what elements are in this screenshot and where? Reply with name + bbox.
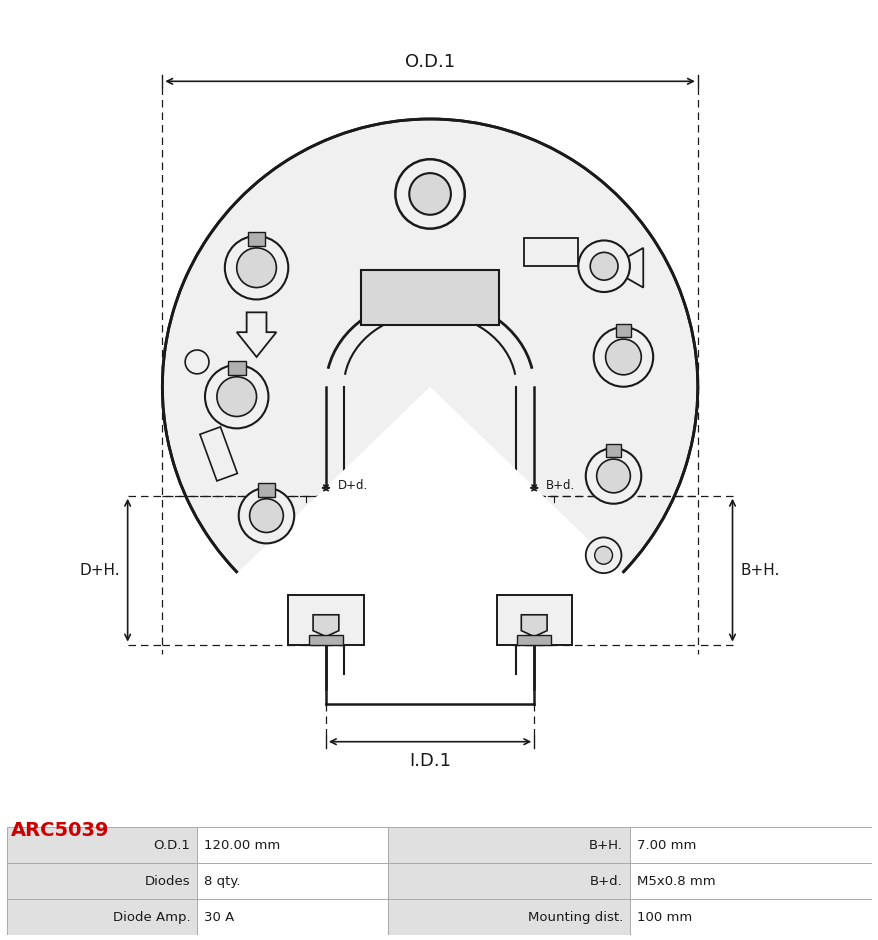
Text: M5x0.8 mm: M5x0.8 mm xyxy=(636,875,715,887)
Text: Diodes: Diodes xyxy=(145,875,191,887)
Text: B+d.: B+d. xyxy=(545,479,575,493)
Bar xyxy=(629,900,871,935)
Text: D+H.: D+H. xyxy=(79,563,119,578)
Bar xyxy=(387,827,629,863)
Text: D+d.: D+d. xyxy=(337,479,368,493)
Bar xyxy=(615,324,630,337)
Circle shape xyxy=(409,173,450,214)
Circle shape xyxy=(236,248,276,288)
Text: ARC5039: ARC5039 xyxy=(11,821,109,839)
Bar xyxy=(517,634,551,645)
Text: O.D.1: O.D.1 xyxy=(405,54,455,71)
Circle shape xyxy=(585,538,621,573)
Circle shape xyxy=(593,327,652,386)
Text: 100 mm: 100 mm xyxy=(636,911,691,924)
Circle shape xyxy=(596,459,630,493)
Text: B+H.: B+H. xyxy=(739,563,779,578)
Circle shape xyxy=(217,377,256,416)
Wedge shape xyxy=(234,386,625,659)
Bar xyxy=(288,595,363,645)
Circle shape xyxy=(585,448,641,504)
Text: 120.00 mm: 120.00 mm xyxy=(204,838,280,852)
Polygon shape xyxy=(608,248,643,288)
Polygon shape xyxy=(521,615,546,636)
Circle shape xyxy=(395,159,464,228)
Circle shape xyxy=(589,252,617,280)
Bar xyxy=(360,271,499,325)
Bar xyxy=(197,827,387,863)
Bar xyxy=(197,863,387,900)
Bar xyxy=(257,483,275,496)
Text: B+H.: B+H. xyxy=(588,838,623,852)
Text: I.D.1: I.D.1 xyxy=(408,752,450,770)
Bar xyxy=(496,595,572,645)
Bar xyxy=(197,900,387,935)
Circle shape xyxy=(162,119,697,654)
Bar xyxy=(309,634,342,645)
Circle shape xyxy=(594,546,612,564)
Bar xyxy=(629,827,871,863)
Circle shape xyxy=(249,499,283,532)
Bar xyxy=(605,445,621,457)
Bar xyxy=(248,232,265,246)
Bar xyxy=(7,900,197,935)
Bar xyxy=(523,239,578,266)
Bar xyxy=(387,863,629,900)
Text: 8 qty.: 8 qty. xyxy=(204,875,241,887)
Circle shape xyxy=(605,339,641,375)
Bar xyxy=(629,863,871,900)
Text: O.D.1: O.D.1 xyxy=(154,838,191,852)
Text: 7.00 mm: 7.00 mm xyxy=(636,838,695,852)
Bar xyxy=(227,361,245,375)
Polygon shape xyxy=(236,312,276,357)
Circle shape xyxy=(239,488,294,543)
Text: Mounting dist.: Mounting dist. xyxy=(527,911,623,924)
Bar xyxy=(7,863,197,900)
Circle shape xyxy=(205,365,268,429)
Circle shape xyxy=(225,236,288,300)
Circle shape xyxy=(578,241,630,292)
Bar xyxy=(199,427,237,481)
Circle shape xyxy=(185,350,209,374)
Bar xyxy=(7,827,197,863)
Text: Diode Amp.: Diode Amp. xyxy=(112,911,191,924)
Text: 30 A: 30 A xyxy=(204,911,234,924)
Text: B+d.: B+d. xyxy=(589,875,623,887)
Polygon shape xyxy=(313,615,338,636)
Bar xyxy=(387,900,629,935)
